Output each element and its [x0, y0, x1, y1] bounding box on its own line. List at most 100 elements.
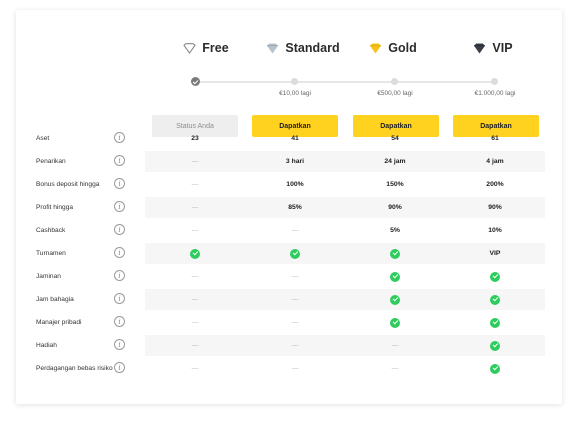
- info-icon[interactable]: i: [114, 270, 125, 281]
- feature-cell-empty: —: [291, 273, 299, 280]
- feature-cell: [445, 335, 545, 356]
- feature-label: Manajer pribadi: [36, 318, 82, 326]
- diamond-gold-icon: [370, 42, 382, 54]
- feature-cell-empty: —: [391, 342, 399, 349]
- progress-dot-current: [191, 77, 200, 86]
- info-icon[interactable]: i: [114, 316, 125, 327]
- check-icon: [490, 294, 500, 305]
- feature-cell-empty: —: [391, 365, 399, 372]
- info-icon[interactable]: i: [114, 155, 125, 166]
- feature-cell: 54: [391, 135, 399, 142]
- feature-cell: 85%: [288, 204, 302, 211]
- info-icon[interactable]: i: [114, 178, 125, 189]
- feature-cell: [145, 243, 245, 264]
- get-gold-button[interactable]: Dapatkan: [353, 115, 439, 137]
- tier-name: Free: [202, 41, 229, 55]
- check-icon: [390, 271, 400, 282]
- row-stripe: [145, 243, 545, 264]
- account-levels-card: Free Standard Gold VIP €10,00 lagi €500,…: [16, 10, 562, 404]
- info-icon[interactable]: i: [114, 224, 125, 235]
- progress-label-vip: €1.000,00 lagi: [474, 90, 516, 97]
- info-icon[interactable]: i: [114, 362, 125, 373]
- feature-cell: 41: [291, 135, 299, 142]
- progress-dot-standard: [291, 78, 298, 85]
- diamond-dark-icon: [474, 42, 486, 54]
- feature-row: Hadiah i — — —: [16, 335, 562, 356]
- progress-label-gold: €500,00 lagi: [377, 90, 413, 97]
- feature-row: Turnamen i VIP: [16, 243, 562, 264]
- diamond-silver-icon: [267, 42, 279, 54]
- feature-cell: [445, 289, 545, 310]
- feature-cell-empty: —: [291, 365, 299, 372]
- feature-label: Hadiah: [36, 341, 57, 349]
- feature-cell: [445, 312, 545, 333]
- feature-cell: 23: [191, 135, 199, 142]
- feature-cell-empty: —: [191, 204, 199, 211]
- feature-cell-empty: —: [191, 365, 199, 372]
- feature-cell: 150%: [386, 181, 404, 188]
- heart-outline-icon: [183, 42, 196, 54]
- get-vip-button[interactable]: Dapatkan: [453, 115, 539, 137]
- feature-label: Jaminan: [36, 272, 61, 280]
- feature-cell-empty: —: [191, 181, 199, 188]
- feature-cell: [345, 312, 445, 333]
- feature-label: Perdagangan bebas risiko: [36, 364, 113, 372]
- feature-row: Jaminan i — —: [16, 266, 562, 287]
- feature-row: Jam bahagia i — —: [16, 289, 562, 310]
- info-icon[interactable]: i: [114, 339, 125, 350]
- feature-cell: [345, 243, 445, 264]
- feature-cell: [345, 289, 445, 310]
- feature-row: Profit hingga i — 85% 90% 90%: [16, 197, 562, 218]
- feature-cell-empty: —: [291, 227, 299, 234]
- info-icon[interactable]: i: [114, 293, 125, 304]
- check-icon: [490, 271, 500, 282]
- row-stripe: [145, 335, 545, 356]
- tier-header-vip: VIP: [450, 39, 536, 57]
- feature-row: Bonus deposit hingga i — 100% 150% 200%: [16, 174, 562, 195]
- progress-track: [196, 81, 496, 83]
- feature-cell-empty: —: [191, 296, 199, 303]
- get-standard-button[interactable]: Dapatkan: [252, 115, 338, 137]
- feature-label: Cashback: [36, 226, 66, 234]
- feature-cell: 24 jam: [384, 158, 406, 165]
- tier-name: VIP: [492, 41, 513, 55]
- tier-name: Gold: [388, 41, 417, 55]
- tier-name: Standard: [285, 41, 340, 55]
- feature-cell-empty: —: [291, 319, 299, 326]
- feature-row: Aset i 23 41 54 61: [16, 128, 562, 149]
- tier-header-gold: Gold: [348, 39, 438, 57]
- status-badge: Status Anda: [152, 115, 238, 137]
- feature-cell: [445, 358, 545, 379]
- row-stripe: [145, 197, 545, 218]
- row-stripe: [145, 289, 545, 310]
- progress-label-standard: €10,00 lagi: [279, 90, 311, 97]
- feature-label: Turnamen: [36, 249, 66, 257]
- feature-cell: 4 jam: [486, 158, 504, 165]
- row-stripe: [145, 151, 545, 172]
- info-icon[interactable]: i: [114, 201, 125, 212]
- feature-label: Profit hingga: [36, 203, 74, 211]
- check-icon: [390, 248, 400, 259]
- feature-cell: 200%: [486, 181, 504, 188]
- feature-label: Jam bahagia: [36, 295, 74, 303]
- feature-cell: 90%: [488, 204, 502, 211]
- feature-cell-empty: —: [191, 273, 199, 280]
- info-icon[interactable]: i: [114, 132, 125, 143]
- feature-row: Cashback i — — 5% 10%: [16, 220, 562, 241]
- check-icon: [390, 294, 400, 305]
- feature-cell: 90%: [388, 204, 402, 211]
- feature-cell-empty: —: [191, 158, 199, 165]
- feature-cell: 3 hari: [285, 158, 305, 165]
- tier-header-free: Free: [166, 39, 246, 57]
- check-icon: [390, 317, 400, 328]
- feature-cell: [445, 266, 545, 287]
- feature-label: Aset: [36, 134, 50, 142]
- feature-row: Manajer pribadi i — —: [16, 312, 562, 333]
- progress-dot-gold: [391, 78, 398, 85]
- check-icon: [290, 248, 300, 259]
- progress-dot-vip: [491, 78, 498, 85]
- feature-cell: [345, 266, 445, 287]
- feature-cell-empty: —: [191, 319, 199, 326]
- info-icon[interactable]: i: [114, 247, 125, 258]
- feature-cell: 61: [491, 135, 499, 142]
